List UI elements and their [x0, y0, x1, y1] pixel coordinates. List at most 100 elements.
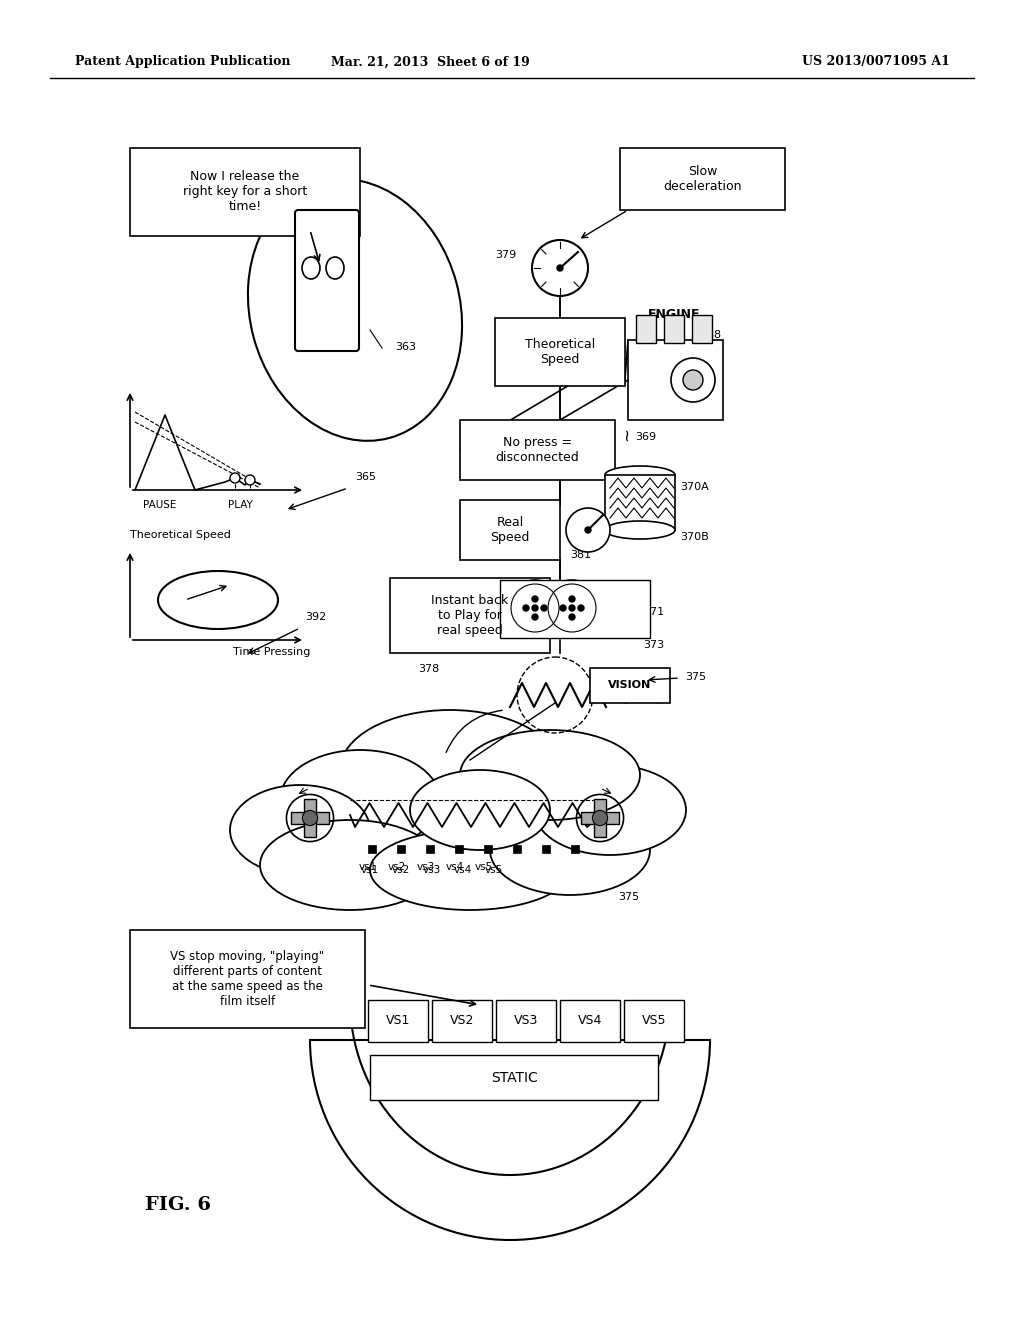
Bar	[495, 318, 625, 385]
Text: 375: 375	[618, 892, 639, 902]
Bar	[304, 799, 316, 837]
Text: vs1: vs1	[358, 862, 377, 873]
Text: VS stop moving, "playing"
different parts of content
at the same speed as the
fi: VS stop moving, "playing" different part…	[170, 950, 325, 1008]
Text: 381: 381	[570, 550, 591, 560]
Text: VS2: VS2	[450, 1015, 474, 1027]
Bar	[560, 1001, 620, 1041]
Text: vs5: vs5	[475, 862, 494, 873]
Circle shape	[683, 370, 703, 389]
Text: 373: 373	[643, 640, 665, 649]
Circle shape	[569, 605, 575, 611]
Circle shape	[532, 597, 538, 602]
Bar	[500, 579, 650, 638]
Bar	[460, 420, 615, 480]
Text: Slow
deceleration: Slow deceleration	[664, 165, 741, 193]
Circle shape	[569, 597, 575, 602]
Bar	[432, 1001, 492, 1041]
Text: Theoretical Speed: Theoretical Speed	[130, 531, 230, 540]
Bar	[581, 812, 618, 824]
Bar	[291, 812, 329, 824]
Bar	[455, 845, 463, 853]
Bar	[484, 845, 492, 853]
Bar	[620, 148, 785, 210]
Text: vs4: vs4	[454, 865, 472, 875]
Circle shape	[671, 358, 715, 403]
Text: VS4: VS4	[578, 1015, 602, 1027]
Text: VS3: VS3	[514, 1015, 539, 1027]
Text: 379: 379	[495, 249, 516, 260]
Ellipse shape	[340, 710, 560, 830]
Circle shape	[585, 527, 591, 533]
Text: US 2013/0071095 A1: US 2013/0071095 A1	[802, 55, 950, 69]
Bar	[368, 845, 376, 853]
Bar	[496, 1001, 556, 1041]
Text: vs5: vs5	[485, 865, 503, 875]
Text: Mar. 21, 2013  Sheet 6 of 19: Mar. 21, 2013 Sheet 6 of 19	[331, 55, 529, 69]
Circle shape	[544, 579, 600, 636]
Text: ENGINE: ENGINE	[648, 308, 700, 321]
Bar	[370, 1055, 658, 1100]
Circle shape	[245, 475, 255, 484]
Circle shape	[557, 265, 563, 271]
Circle shape	[532, 240, 588, 296]
Text: vs1: vs1	[360, 865, 379, 875]
Text: vs4: vs4	[445, 862, 464, 873]
Text: 371: 371	[643, 607, 665, 616]
Bar	[594, 799, 606, 837]
Text: 368: 368	[700, 330, 721, 341]
Text: vs3: vs3	[417, 862, 435, 873]
Bar	[664, 315, 684, 343]
Circle shape	[302, 810, 317, 825]
Circle shape	[507, 579, 563, 636]
Circle shape	[230, 473, 240, 483]
Text: VS5: VS5	[642, 1015, 667, 1027]
Circle shape	[569, 614, 575, 620]
Ellipse shape	[370, 830, 570, 909]
Ellipse shape	[260, 820, 440, 909]
Text: 365: 365	[355, 473, 376, 482]
Text: Instant back
to Play for
real speed: Instant back to Play for real speed	[431, 594, 509, 638]
Text: Now I release the
right key for a short
time!: Now I release the right key for a short …	[183, 170, 307, 214]
Text: 370A: 370A	[680, 482, 709, 492]
Bar	[426, 845, 434, 853]
Bar	[542, 845, 550, 853]
Text: STATIC: STATIC	[490, 1071, 538, 1085]
Ellipse shape	[490, 805, 650, 895]
Bar	[397, 845, 406, 853]
Ellipse shape	[280, 750, 440, 850]
Bar	[624, 1001, 684, 1041]
Circle shape	[523, 605, 529, 611]
Text: Time Pressing: Time Pressing	[232, 647, 310, 657]
FancyBboxPatch shape	[295, 210, 359, 351]
Ellipse shape	[230, 785, 370, 875]
Text: PLAY: PLAY	[227, 500, 253, 510]
Circle shape	[566, 508, 610, 552]
Text: Theoretical
Speed: Theoretical Speed	[525, 338, 595, 366]
Circle shape	[541, 605, 547, 611]
Bar	[590, 668, 670, 704]
Ellipse shape	[605, 521, 675, 539]
Text: vs2: vs2	[388, 862, 407, 873]
Circle shape	[532, 605, 538, 611]
Circle shape	[560, 605, 566, 611]
Bar	[130, 931, 365, 1028]
Text: vs2: vs2	[392, 865, 411, 875]
Text: 378: 378	[418, 664, 439, 675]
Bar	[460, 500, 560, 560]
Ellipse shape	[460, 730, 640, 820]
Bar	[513, 845, 521, 853]
Circle shape	[593, 810, 607, 825]
Text: 369: 369	[635, 432, 656, 442]
Text: VS1: VS1	[386, 1015, 411, 1027]
Text: FIG. 6: FIG. 6	[145, 1196, 211, 1214]
Bar	[368, 1001, 428, 1041]
Text: Real
Speed: Real Speed	[490, 516, 529, 544]
Ellipse shape	[534, 766, 686, 855]
Text: 363: 363	[395, 342, 416, 352]
Bar	[692, 315, 712, 343]
Text: 370B: 370B	[680, 532, 709, 543]
Text: 392: 392	[305, 612, 327, 622]
Circle shape	[578, 605, 584, 611]
Ellipse shape	[410, 770, 550, 850]
Text: ~: ~	[618, 426, 636, 441]
